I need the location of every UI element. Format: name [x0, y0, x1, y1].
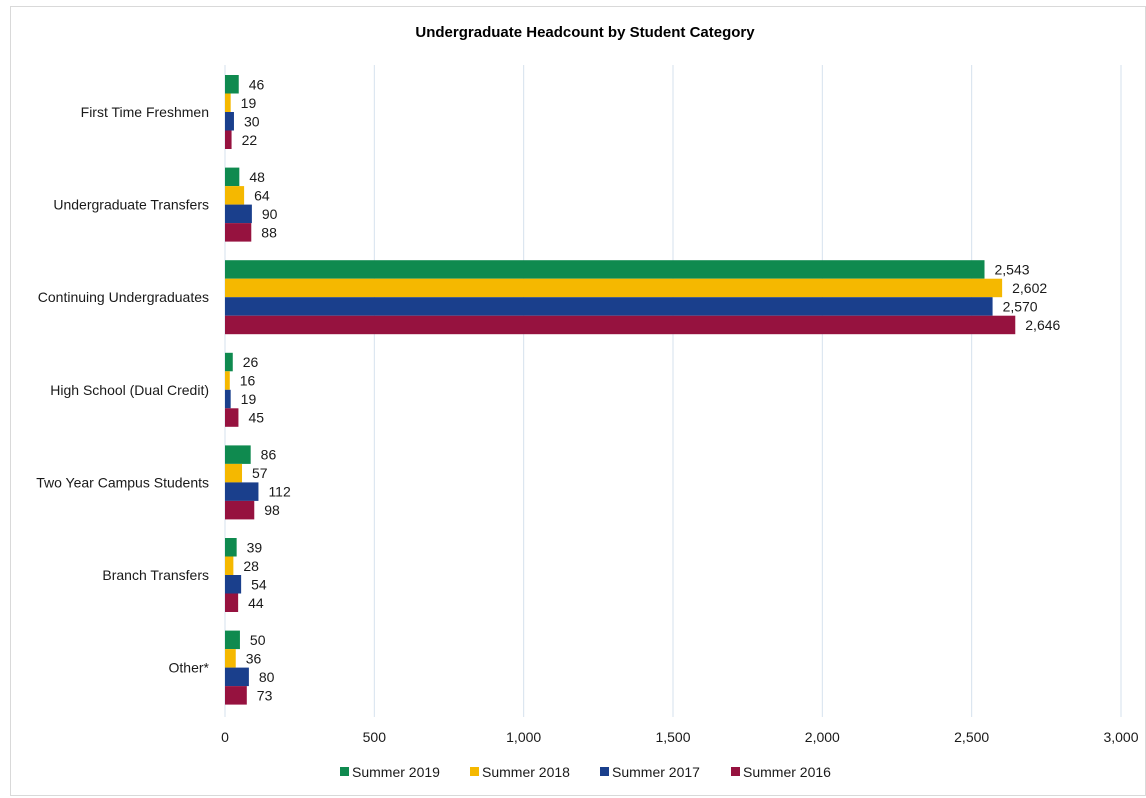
legend-swatch — [731, 767, 740, 776]
bar — [225, 278, 1003, 298]
legend-label: Summer 2019 — [352, 764, 440, 780]
data-label: 50 — [250, 632, 266, 648]
legend-label: Summer 2017 — [612, 764, 700, 780]
bar — [225, 463, 243, 483]
bar — [225, 630, 240, 650]
bar — [225, 686, 247, 705]
x-tick-label: 0 — [221, 729, 229, 745]
x-tick-label: 2,000 — [805, 729, 840, 745]
category-labels: First Time Freshmen Undergraduate Transfe… — [36, 104, 209, 676]
bar — [225, 482, 259, 501]
bar — [225, 186, 245, 205]
x-tick-label: 1,000 — [506, 729, 541, 745]
legend-label: Summer 2018 — [482, 764, 570, 780]
data-label: 2,570 — [1003, 298, 1038, 314]
bar — [225, 223, 252, 242]
category-label: First Time Freshmen — [81, 104, 209, 120]
data-label: 73 — [257, 687, 273, 703]
bar — [225, 649, 236, 668]
bar — [225, 445, 251, 464]
x-tick-label: 1,500 — [655, 729, 690, 745]
category-label: Continuing Undergraduates — [38, 289, 209, 305]
bar — [225, 556, 234, 575]
data-label: 98 — [264, 502, 280, 518]
data-label: 45 — [248, 410, 264, 426]
data-label: 88 — [261, 224, 277, 240]
bar — [225, 112, 234, 131]
legend-swatch — [470, 767, 479, 776]
chart-frame — [10, 6, 1146, 796]
data-label: 80 — [259, 669, 275, 685]
bar — [225, 297, 993, 316]
bar — [225, 260, 985, 279]
bar — [225, 408, 239, 427]
gridlines — [224, 65, 1122, 717]
category-label: Undergraduate Transfers — [53, 197, 209, 213]
bar — [225, 667, 249, 687]
category-label: Branch Transfers — [102, 567, 209, 583]
category-label: High School (Dual Credit) — [50, 382, 209, 398]
data-label: 19 — [241, 391, 257, 407]
data-label: 90 — [262, 206, 278, 222]
legend-swatch — [340, 767, 349, 776]
x-tick-label: 2,500 — [954, 729, 989, 745]
data-label: 28 — [243, 558, 259, 574]
bar — [225, 593, 239, 612]
data-label: 112 — [268, 484, 291, 500]
x-axis-ticks: 0 500 1,000 1,500 2,000 2,500 3,000 — [221, 729, 1139, 745]
bars: 46 19 30 22 48 64 90 88 2,543 2,602 2,570 2,646 26 16… — [225, 75, 1061, 705]
bar — [225, 575, 242, 594]
bar — [225, 130, 232, 149]
data-label: 2,543 — [995, 261, 1030, 277]
category-label: Other* — [169, 660, 210, 676]
data-label: 54 — [251, 576, 267, 592]
bar — [225, 352, 233, 372]
legend-swatch — [600, 767, 609, 776]
bar — [225, 167, 240, 187]
data-label: 22 — [242, 132, 258, 148]
bar — [225, 389, 231, 409]
legend: Summer 2019 Summer 2018 Summer 2017 Summer … — [340, 764, 831, 780]
bar — [225, 93, 231, 112]
data-label: 30 — [244, 113, 260, 129]
data-label: 2,646 — [1025, 317, 1060, 333]
data-label: 86 — [261, 447, 277, 463]
data-label: 64 — [254, 187, 270, 203]
bar — [225, 204, 252, 224]
x-tick-label: 500 — [363, 729, 387, 745]
bar — [225, 315, 1016, 335]
data-label: 2,602 — [1012, 280, 1047, 296]
data-label: 48 — [249, 169, 265, 185]
data-label: 26 — [243, 354, 259, 370]
data-label: 19 — [241, 95, 257, 111]
bar — [225, 500, 255, 520]
legend-label: Summer 2016 — [743, 764, 831, 780]
bar — [225, 538, 237, 557]
bar — [225, 371, 230, 390]
bar — [225, 75, 239, 94]
data-label: 57 — [252, 465, 268, 481]
data-label: 36 — [246, 650, 262, 666]
category-label: Two Year Campus Students — [36, 474, 209, 490]
data-label: 39 — [247, 539, 263, 555]
x-tick-label: 3,000 — [1103, 729, 1138, 745]
data-label: 46 — [249, 76, 265, 92]
data-label: 16 — [240, 373, 256, 389]
chart-title: Undergraduate Headcount by Student Categ… — [415, 24, 755, 41]
data-label: 44 — [248, 595, 264, 611]
